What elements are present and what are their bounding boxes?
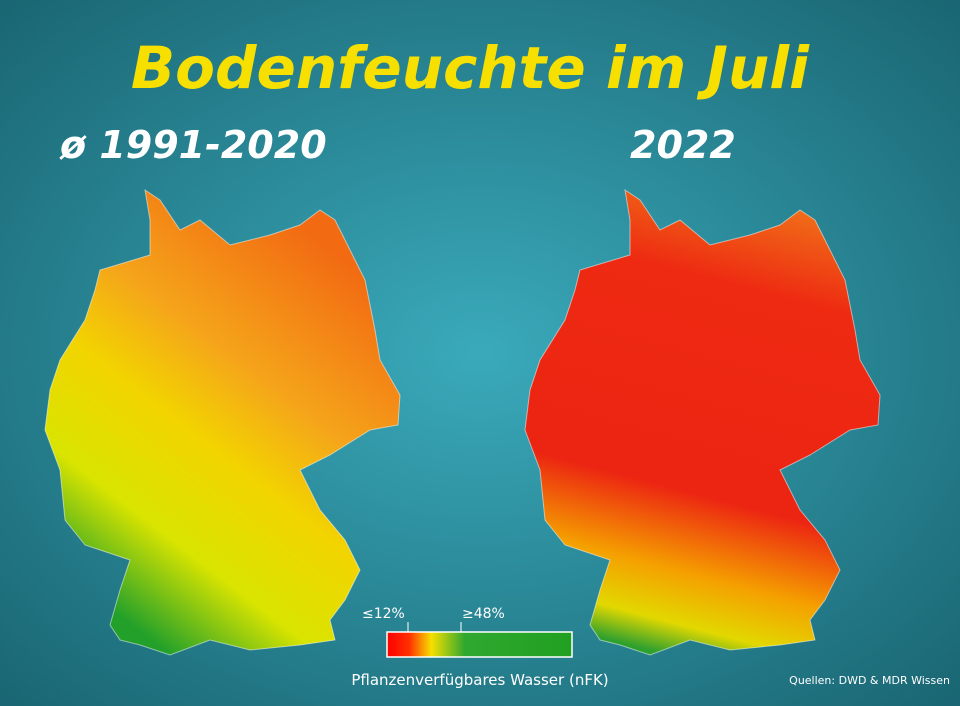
legend-low-label: ≤12% bbox=[362, 606, 405, 622]
legend-caption: Pflanzenverfügbares Wasser (nFK) bbox=[351, 671, 608, 689]
map-label: ø 1991-2020 bbox=[59, 123, 327, 167]
map-label: 2022 bbox=[630, 123, 736, 167]
legend-colorbar bbox=[386, 631, 573, 658]
source: Quellen: DWD & MDR Wissen bbox=[789, 674, 950, 687]
legend: ≤12% ≥48% Pflanzenverfügbares Wasser (nF… bbox=[351, 606, 608, 689]
title: Bodenfeuchte im Juli bbox=[131, 34, 810, 102]
legend-high-label: ≥48% bbox=[462, 606, 505, 622]
